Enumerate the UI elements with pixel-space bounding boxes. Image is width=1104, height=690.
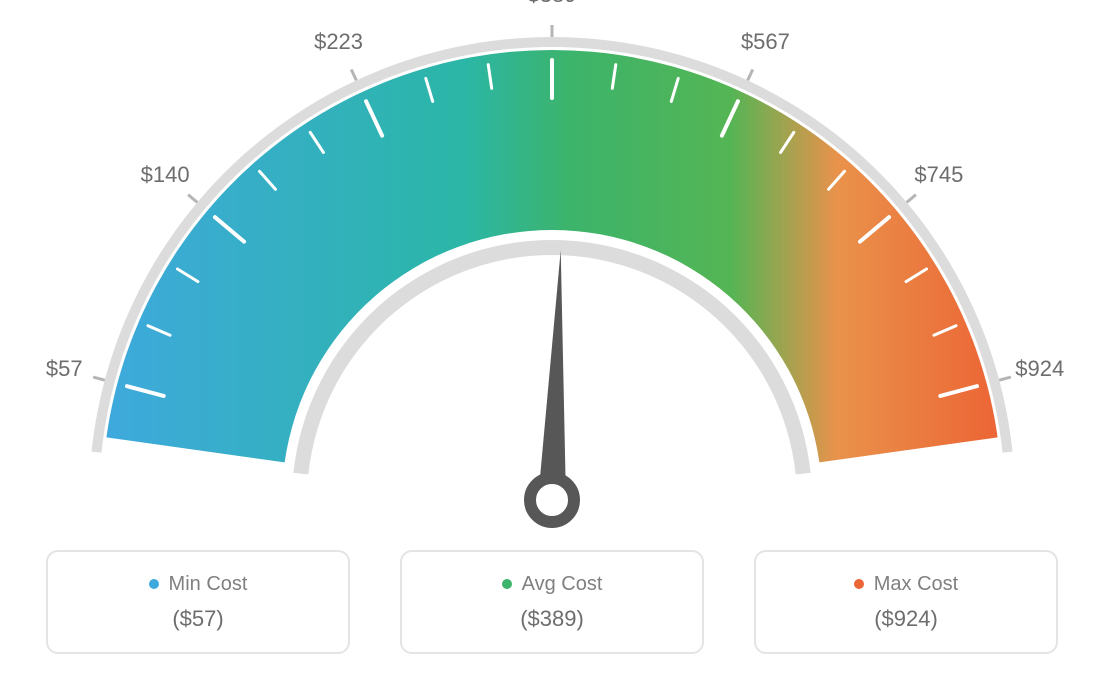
min-cost-label: Min Cost: [169, 573, 248, 596]
min-dot-icon: [149, 579, 159, 589]
max-cost-title: Max Cost: [854, 573, 958, 596]
gauge-tick-label: $57: [46, 356, 83, 382]
gauge-svg: [0, 0, 1104, 560]
gauge-tick-label: $389: [528, 0, 577, 8]
min-cost-card: Min Cost ($57): [46, 550, 350, 654]
max-cost-label: Max Cost: [874, 573, 958, 596]
gauge-tick-label: $924: [1015, 356, 1064, 382]
avg-dot-icon: [502, 579, 512, 589]
max-cost-card: Max Cost ($924): [754, 550, 1058, 654]
max-cost-value: ($924): [874, 606, 938, 632]
summary-cards: Min Cost ($57) Avg Cost ($389) Max Cost …: [0, 550, 1104, 654]
gauge-tick-label: $745: [914, 162, 963, 188]
avg-cost-title: Avg Cost: [502, 573, 603, 596]
max-dot-icon: [854, 579, 864, 589]
gauge-tick-label: $567: [741, 29, 790, 55]
min-cost-title: Min Cost: [149, 573, 248, 596]
gauge-chart: $57 $140 $223 $389 $567 $745 $924: [0, 0, 1104, 560]
min-cost-value: ($57): [172, 606, 223, 632]
avg-cost-card: Avg Cost ($389): [400, 550, 704, 654]
avg-cost-label: Avg Cost: [522, 573, 603, 596]
avg-cost-value: ($389): [520, 606, 584, 632]
gauge-tick-label: $223: [314, 29, 363, 55]
gauge-tick-label: $140: [141, 162, 190, 188]
